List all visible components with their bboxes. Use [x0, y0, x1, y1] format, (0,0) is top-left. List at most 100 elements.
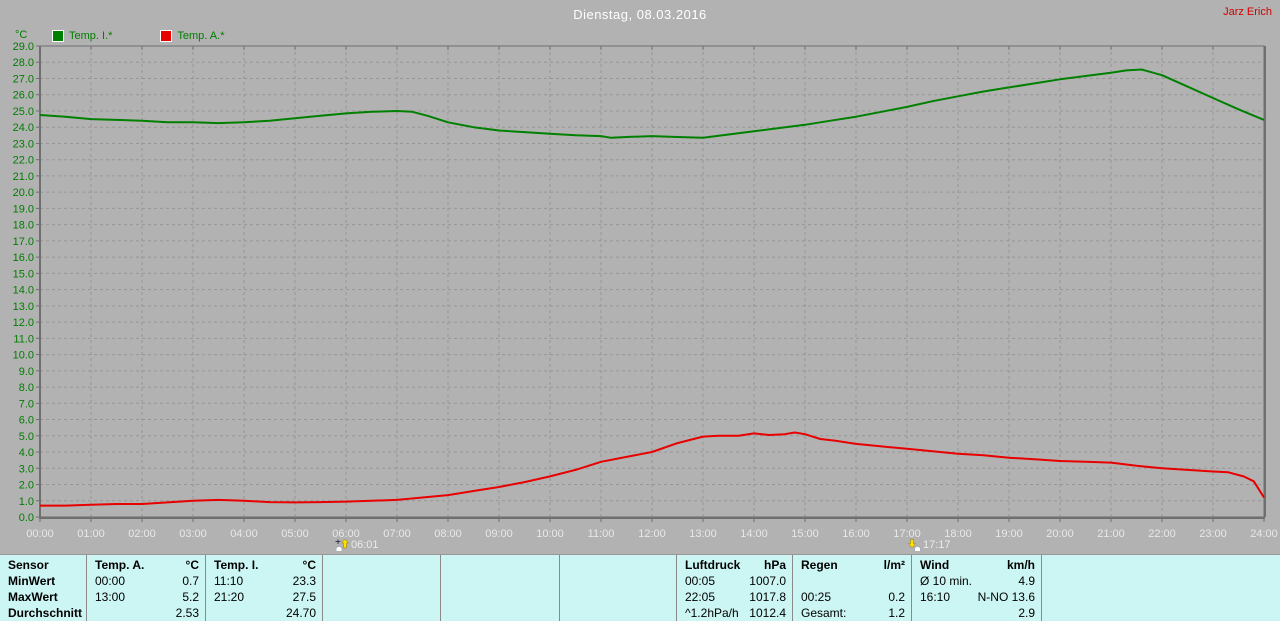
temperature-chart[interactable]: 29.0 28.0 27.0 26.0 25.0 24.0 23.0 22.0 21.0 20.0… — [0, 0, 1280, 554]
summary-cell-value: 4.9 — [1018, 574, 1035, 588]
summary-column: Temp. I. °C 11:10 23.3 21:20 27.5 24.70 — [206, 555, 323, 622]
summary-column — [441, 555, 560, 622]
x-axis-tick-label: 24:00 — [1250, 528, 1278, 540]
y-axis-tick-label: 20.0 — [13, 187, 34, 199]
y-axis-tick-label: 25.0 — [13, 106, 34, 118]
x-axis-tick-label: 17:00 — [893, 528, 921, 540]
summary-cell-time: 22:05 — [685, 590, 716, 604]
summary-cell-row — [793, 573, 911, 589]
summary-row-label: Durchschnitt — [8, 606, 83, 620]
legend-label-temp-i: Temp. I.* — [69, 30, 113, 42]
sunset-time: 17:17 — [923, 539, 951, 551]
summary-header-cell: Sensor — [8, 558, 49, 572]
x-axis-tick-label: 11:00 — [588, 528, 615, 540]
legend-swatch-red — [160, 30, 173, 42]
summary-cell-row: Gesamt: 1.2 — [793, 605, 911, 621]
x-axis-tick-label: 12:00 — [638, 528, 666, 540]
summary-cell-time: Ø 10 min. — [920, 574, 973, 588]
summary-cell-row — [560, 573, 676, 589]
y-axis-tick-label: 14.0 — [13, 285, 34, 297]
summary-cell-value: 5.2 — [182, 590, 199, 604]
y-axis-tick-label: 15.0 — [13, 268, 34, 280]
y-axis-tick-label: 10.0 — [13, 350, 34, 362]
summary-cell-value: 0.2 — [888, 590, 905, 604]
summary-cell-time: ^1.2hPa/h — [685, 606, 739, 620]
y-axis-tick-label: 11.0 — [13, 333, 34, 345]
sunrise-marker: 06:01 — [335, 538, 379, 552]
sunrise-time: 06:01 — [351, 539, 379, 551]
y-axis-tick-label: 0.0 — [19, 512, 34, 524]
x-axis-tick-label: 08:00 — [434, 528, 462, 540]
summary-column: Regen l/m² 00:25 0.2 Gesamt: 1.2 — [793, 555, 912, 622]
summary-column-header: Temp. I. °C — [206, 557, 322, 573]
x-axis-tick-label: 00:00 — [26, 528, 54, 540]
summary-table: Sensor MinWert MaxWert Durchschnitt Temp. A.… — [0, 554, 1280, 622]
y-axis-unit-label: °C — [15, 29, 28, 41]
summary-column: Wind km/h Ø 10 min. 4.9 16:10 N-NO 13.6 2.9 — [912, 555, 1042, 622]
legend-swatch-green — [52, 30, 64, 42]
summary-header-label: Luftdruck — [685, 558, 741, 572]
summary-cell-row — [441, 605, 559, 621]
x-axis-tick-label: 20:00 — [1046, 528, 1074, 540]
y-axis-tick-label: 2.0 — [19, 480, 34, 492]
x-axis-tick-label: 16:00 — [842, 528, 870, 540]
summary-cell-row — [441, 573, 559, 589]
summary-cell-time: Gesamt: — [801, 606, 847, 620]
x-axis-tick-label: 23:00 — [1199, 528, 1227, 540]
y-axis-tick-label: 21.0 — [13, 171, 34, 183]
summary-column-header — [441, 557, 559, 573]
x-axis-tick-label: 05:00 — [281, 528, 309, 540]
x-axis-tick-label: 03:00 — [179, 528, 207, 540]
summary-header-unit: l/m² — [883, 558, 905, 572]
x-axis-tick-label: 13:00 — [689, 528, 717, 540]
summary-cell-time: 11:10 — [214, 574, 244, 588]
summary-cell-time: 00:00 — [95, 574, 126, 588]
summary-header-unit: °C — [185, 558, 199, 572]
summary-cell-row: 2.53 — [87, 605, 205, 621]
y-axis-tick-label: 16.0 — [13, 252, 34, 264]
y-axis-tick-label: 24.0 — [13, 122, 34, 134]
summary-row-label: MinWert — [8, 574, 56, 588]
summary-column: Temp. A. °C 00:00 0.7 13:00 5.2 2.53 — [87, 555, 206, 622]
summary-cell-row — [441, 589, 559, 605]
y-axis-tick-label: 9.0 — [19, 366, 34, 378]
summary-header-label: Temp. A. — [95, 558, 145, 572]
x-axis-tick-label: 01:00 — [77, 528, 105, 540]
summary-cell-row: 2.9 — [912, 605, 1041, 621]
sunset-marker: 17:17 — [907, 538, 951, 552]
y-axis-tick-label: 13.0 — [13, 301, 34, 313]
y-axis-tick-label: 28.0 — [13, 57, 34, 69]
summary-cell-row: 22:05 1017.8 — [677, 589, 792, 605]
summary-column — [560, 555, 677, 622]
x-axis-tick-label: 09:00 — [485, 528, 513, 540]
y-axis-tick-label: 5.0 — [19, 431, 34, 443]
x-axis-tick-label: 22:00 — [1148, 528, 1176, 540]
x-axis-tick-label: 02:00 — [128, 528, 156, 540]
x-axis-tick-label: 21:00 — [1097, 528, 1125, 540]
y-axis-tick-label: 23.0 — [13, 138, 34, 150]
summary-cell-value: 23.3 — [292, 574, 316, 588]
summary-cell-time: 00:05 — [685, 574, 716, 588]
summary-cell-row — [560, 589, 676, 605]
summary-cell-row — [323, 589, 440, 605]
summary-column-header: Wind km/h — [912, 557, 1041, 573]
summary-cell-time: 16:10 — [920, 590, 951, 604]
sunset-icon — [907, 539, 921, 551]
summary-header-label: Wind — [920, 558, 950, 572]
summary-cell-value: 1007.0 — [749, 574, 786, 588]
y-axis-tick-label: 4.0 — [19, 447, 34, 459]
x-axis-tick-label: 19:00 — [995, 528, 1023, 540]
summary-cell-row: 24.70 — [206, 605, 322, 621]
x-axis-tick-label: 10:00 — [536, 528, 564, 540]
sunrise-icon — [335, 539, 349, 551]
summary-cell-time: 13:00 — [95, 590, 126, 604]
summary-cell-row: 13:00 5.2 — [87, 589, 205, 605]
x-axis-tick-label: 18:00 — [944, 528, 972, 540]
summary-column-header — [323, 557, 440, 573]
summary-cell-value: 2.9 — [1018, 606, 1035, 620]
y-axis-tick-label: 1.0 — [19, 496, 34, 508]
summary-cell-value: N-NO 13.6 — [977, 590, 1035, 604]
page-title: Dienstag, 08.03.2016 — [573, 7, 707, 22]
series-line-temp-a — [40, 431, 1265, 507]
